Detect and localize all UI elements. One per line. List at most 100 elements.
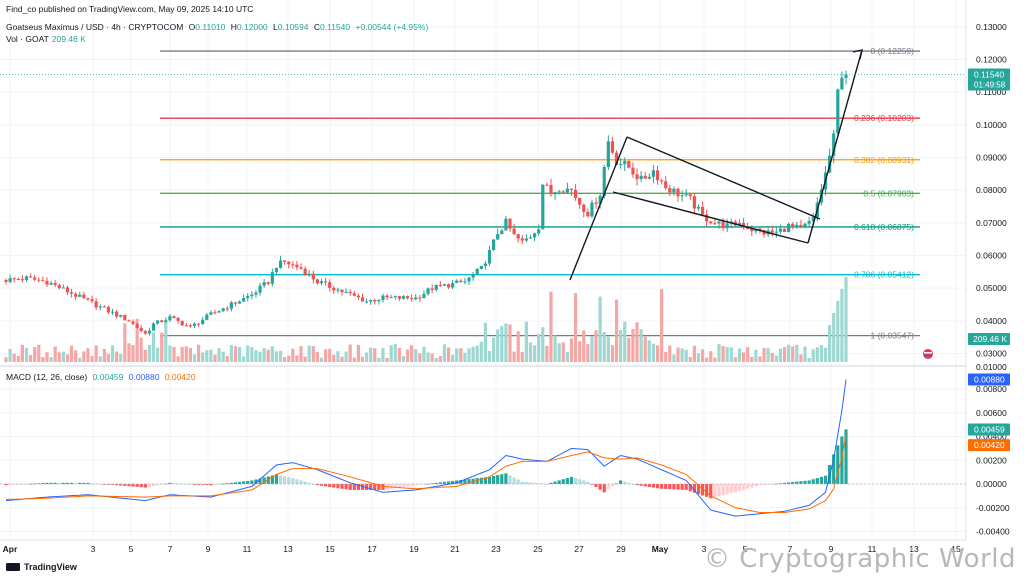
trendline (807, 49, 863, 244)
volume-bar (766, 348, 770, 362)
macd-legend[interactable]: MACD (12, 26, close) 0.00459 0.00880 0.0… (6, 372, 199, 382)
macd-histogram-bar (684, 484, 688, 490)
candle-body (500, 230, 504, 235)
candle-body (217, 311, 221, 313)
macd-histogram-bar (741, 484, 746, 490)
candle-body (836, 89, 840, 134)
volume-bar (754, 349, 758, 362)
candle-body (688, 194, 692, 197)
macd-histogram-bar (221, 483, 225, 485)
symbol-title[interactable]: Goatseus Maximus / USD · 4h · CRYPTOCOM (6, 22, 184, 32)
macd-badge-value: 0.00459 (974, 424, 1005, 434)
tradingview-logo[interactable]: TradingView (6, 562, 77, 572)
candle-body (627, 160, 631, 168)
macd-histogram-bar (246, 480, 250, 484)
macd-histogram-bar (578, 479, 582, 484)
volume-bar (65, 354, 70, 362)
open-label: O (188, 22, 196, 32)
macd-histogram-bar (844, 429, 848, 484)
candle-body (737, 223, 742, 226)
volume-bar (37, 344, 41, 362)
candle-body (455, 280, 459, 284)
volume-bar (700, 349, 705, 362)
macd-histogram-bar (520, 481, 524, 484)
macd-histogram-bar (303, 481, 307, 484)
candle-body (717, 221, 721, 224)
fib-level-label: 0.382 (0.08931) (854, 155, 914, 165)
candle-body (258, 285, 262, 293)
volume-bar (356, 344, 360, 362)
volume-bar (147, 345, 152, 362)
ohlc-legend[interactable]: Goatseus Maximus / USD · 4h · CRYPTOCOM … (6, 22, 431, 32)
volume-bar (69, 345, 74, 362)
macd-histogram-bar (791, 482, 795, 484)
candle-body (758, 228, 762, 231)
candle-body (4, 280, 8, 282)
macd-histogram-bar (201, 484, 205, 485)
price-tick-label: 0.05000 (976, 283, 1007, 293)
candle-body (762, 230, 766, 235)
macd-tick-label: -0.00200 (976, 503, 1010, 513)
volume-bar (348, 344, 352, 362)
candle-body (295, 264, 299, 268)
volume-bar (496, 329, 500, 362)
volume-legend[interactable]: Vol · GOAT 209.46 K (6, 34, 89, 44)
candle-body (623, 160, 627, 165)
macd-histogram-bar (594, 484, 598, 487)
volume-bar (717, 344, 721, 362)
time-tick-label: 9 (206, 544, 211, 554)
candle-body (401, 296, 406, 299)
candle-body (221, 308, 225, 312)
candle-body (340, 289, 344, 293)
candle-body (278, 260, 283, 269)
volume-bar (123, 323, 127, 362)
volume-bar (82, 351, 86, 362)
volume-bar (619, 329, 623, 362)
volume-bar (467, 348, 471, 362)
volume-bar (78, 357, 82, 362)
volume-bar (774, 355, 778, 362)
volume-bar (598, 296, 602, 362)
volume-bar (561, 342, 565, 362)
macd-histogram-bar (541, 483, 545, 485)
price-tick-label: 0.01000 (976, 362, 1007, 372)
macd-histogram-bar (836, 445, 840, 484)
fib-level-label: 0 (0.12259) (871, 46, 915, 56)
volume-bar (828, 325, 832, 362)
candle-body (610, 141, 615, 153)
volume-bar (57, 352, 61, 362)
candle-body (778, 228, 783, 232)
candle-body (74, 293, 78, 297)
volume-bar (721, 345, 725, 362)
candle-body (237, 301, 242, 304)
volume-bar (647, 340, 651, 362)
macd-histogram-bar (12, 484, 16, 485)
volume-bar (586, 343, 590, 362)
macd-histogram-bar (524, 482, 528, 484)
volume-bar (664, 351, 668, 362)
candle-body (225, 308, 229, 310)
candle-body (45, 280, 49, 285)
candle-body (594, 202, 598, 204)
volume-bar (459, 348, 463, 362)
candle-body (246, 296, 250, 298)
fib-level-label: 0.5 (0.07903) (863, 188, 914, 198)
candle-body (475, 268, 479, 275)
candle-body (418, 297, 422, 299)
volume-bar (270, 346, 274, 362)
macd-histogram-bar (746, 484, 750, 489)
macd-histogram-bar (344, 484, 348, 490)
volume-bar (782, 347, 787, 362)
macd-histogram-bar (832, 454, 836, 484)
trendline-drawings[interactable] (569, 49, 863, 281)
candle-body (614, 152, 619, 165)
macd-histogram-bar (24, 484, 29, 485)
candle-body (53, 283, 57, 285)
candle-body (356, 295, 360, 298)
macd-histogram-bar (651, 484, 656, 488)
candle-body (684, 194, 688, 196)
macd-tick-label: 0.00000 (976, 479, 1007, 489)
volume-bar (295, 355, 299, 362)
fibonacci-retracement[interactable]: 0 (0.12259) 0.236 (0.10203) 0.382 (0.08931… (160, 46, 920, 341)
